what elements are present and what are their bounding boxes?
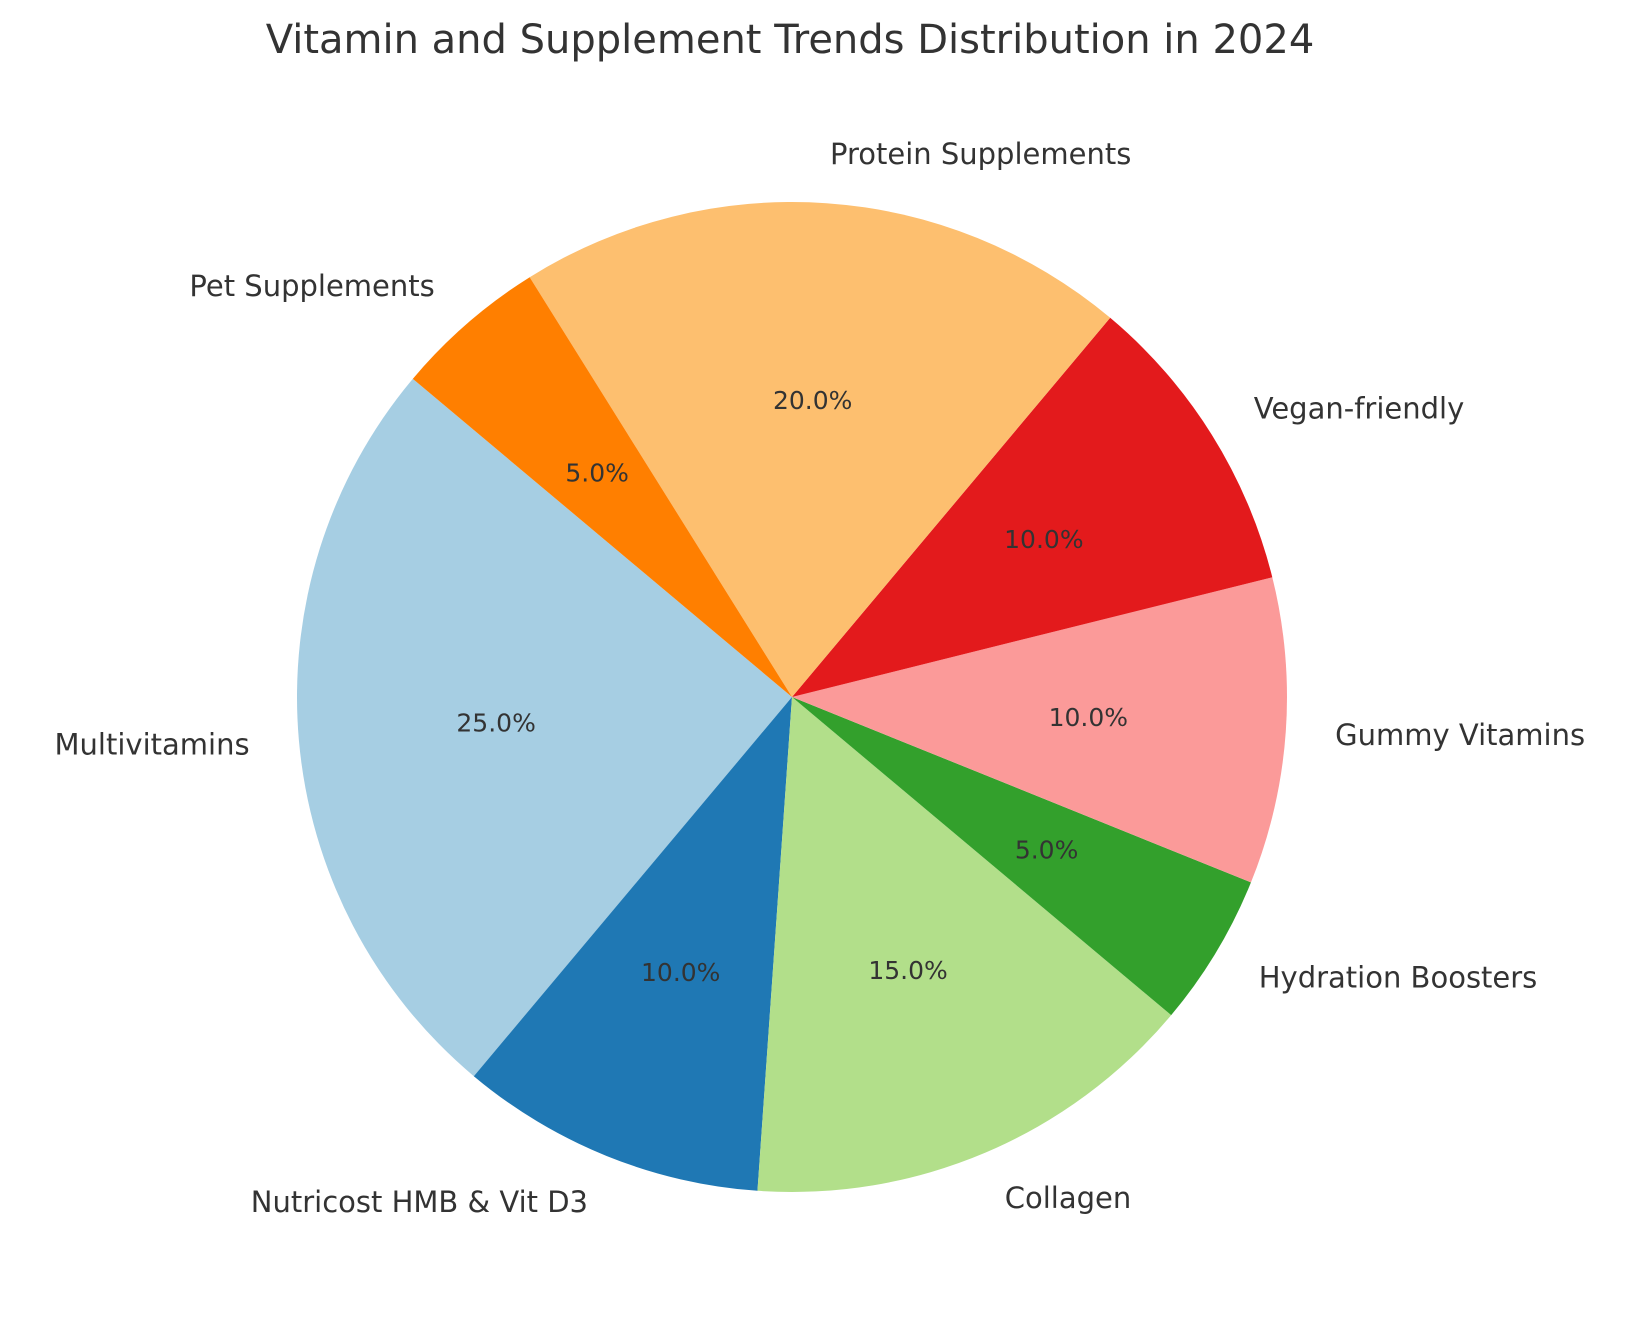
slice-label-gummy-vitamins: Gummy Vitamins <box>1335 718 1585 752</box>
pie-slice-pet-supplements <box>412 277 792 697</box>
pie-slice-collagen <box>757 697 1172 1192</box>
pct-label-gummy-vitamins: 10.0% <box>1049 703 1128 732</box>
pie-slices <box>297 202 1287 1192</box>
pct-label-hydration-boosters: 5.0% <box>1015 835 1079 864</box>
slice-label-pet-supplements: Pet Supplements <box>189 269 434 303</box>
pct-label-collagen: 15.0% <box>868 956 947 985</box>
pie-slice-protein-supplements <box>529 202 1111 697</box>
chart-title: Vitamin and Supplement Trends Distributi… <box>266 17 1315 63</box>
slice-label-nutricost-hmb-vit-d3: Nutricost HMB & Vit D3 <box>251 1185 588 1219</box>
pct-label-vegan-friendly: 10.0% <box>1004 525 1083 554</box>
slice-label-multivitamins: Multivitamins <box>55 727 250 761</box>
pct-label-pet-supplements: 5.0% <box>565 458 629 487</box>
slice-label-collagen: Collagen <box>1005 1181 1132 1215</box>
pie-slice-vegan-friendly <box>792 317 1273 697</box>
pie-slice-multivitamins <box>297 378 792 1077</box>
category-labels: Multivitamins Nutricost HMB & Vit D3 Colla… <box>55 137 1586 1219</box>
pct-label-protein-supplements: 20.0% <box>773 386 852 415</box>
pie-slice-nutricost-hmb-vit-d3 <box>473 697 792 1191</box>
slice-label-protein-supplements: Protein Supplements <box>830 137 1131 171</box>
slice-label-hydration-boosters: Hydration Boosters <box>1259 960 1538 994</box>
pie-slice-hydration-boosters <box>792 697 1251 1016</box>
slice-label-vegan-friendly: Vegan-friendly <box>1254 391 1465 425</box>
pct-label-nutricost-hmb-vit-d3: 10.0% <box>641 958 720 987</box>
pct-label-multivitamins: 25.0% <box>456 708 535 737</box>
pie-slice-gummy-vitamins <box>792 577 1287 883</box>
percentage-labels: 25.0% 10.0% 15.0% 5.0% 10.0% 10.0% 20.0% 5.0% <box>456 386 1128 987</box>
